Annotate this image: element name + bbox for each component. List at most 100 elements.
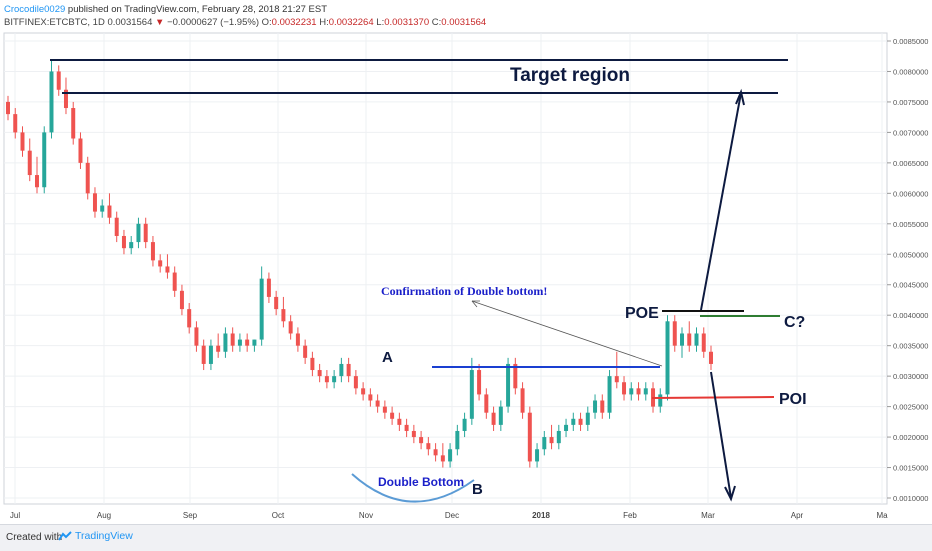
candle-body — [607, 376, 612, 413]
candle-body — [622, 382, 627, 395]
candle-body — [20, 132, 25, 151]
down-arrow-line[interactable] — [710, 371, 732, 499]
candle-body — [361, 388, 366, 395]
x-tick-label: Jul — [10, 511, 20, 520]
x-tick-label: Mar — [701, 511, 715, 520]
double-bottom-arc[interactable] — [351, 473, 475, 503]
candle-body — [252, 339, 257, 346]
candle-body — [665, 321, 670, 395]
y-tick-label: 0.0070000 — [893, 128, 928, 137]
candle-body — [484, 394, 489, 413]
high-value: 0.0032264 — [328, 17, 374, 28]
candle-body — [535, 449, 540, 462]
x-tick-label: Sep — [183, 511, 198, 520]
candle-body — [107, 205, 112, 218]
candle-body — [78, 138, 83, 163]
candle-body — [614, 376, 619, 383]
candle-body — [165, 266, 170, 273]
candle-body — [172, 272, 177, 291]
up-arrow-line[interactable] — [700, 92, 742, 311]
y-tick-label: 0.0020000 — [893, 433, 928, 442]
candle-body — [404, 424, 409, 431]
candle-body — [194, 327, 199, 346]
candle-body — [375, 400, 380, 407]
candle-body — [317, 370, 322, 377]
candle-body — [230, 333, 235, 346]
candle-body — [208, 345, 213, 364]
candle-body — [462, 418, 467, 431]
candle-body — [397, 418, 402, 425]
ohlc-line: BITFINEX:ETCBTC, 1D 0.0031564 ▼ −0.00006… — [4, 16, 486, 29]
x-tick-label: Apr — [791, 511, 804, 520]
author-link[interactable]: Crocodile0029 — [4, 4, 66, 15]
candle-body — [100, 205, 105, 212]
x-tick-label: Aug — [97, 511, 111, 520]
y-tick-label: 0.0075000 — [893, 98, 928, 107]
candle-body — [143, 223, 148, 243]
candle-body — [658, 394, 663, 407]
candle-body — [600, 400, 605, 413]
plot-border — [3, 32, 888, 505]
confirmation-pointer-line[interactable] — [471, 300, 663, 367]
candle-body — [27, 150, 32, 176]
candle-body — [13, 114, 18, 133]
y-tick-label: 0.0030000 — [893, 372, 928, 381]
candle-body — [339, 363, 344, 377]
candle-body — [491, 412, 496, 425]
candle-body — [498, 406, 503, 425]
price-chart[interactable]: 0.0010000 0.0015000 0.0020000 0.0025000 0.00… — [0, 0, 932, 524]
x-tick-label: 2018 — [532, 511, 550, 520]
candle-body — [179, 290, 184, 310]
time-axis[interactable]: Jul Aug Sep Oct Nov Dec 2018 Feb Mar Apr Ma — [10, 511, 888, 520]
candle-body — [564, 424, 569, 431]
candle-body — [513, 363, 518, 389]
poi-line[interactable] — [651, 396, 775, 399]
last-price: 0.0031564 — [107, 17, 153, 28]
candle-body — [527, 412, 532, 462]
candle-body — [556, 430, 561, 444]
up-arrow-head — [735, 88, 745, 106]
candle-body — [353, 376, 358, 389]
candle-body — [49, 71, 54, 133]
candle-body — [593, 400, 598, 413]
candle-body — [85, 162, 90, 194]
poe-label: POE — [625, 305, 659, 322]
candle-body — [701, 333, 706, 352]
x-tick-label: Oct — [272, 511, 285, 520]
candle-body — [448, 449, 453, 462]
price-axis[interactable]: 0.0010000 0.0015000 0.0020000 0.0025000 0.00… — [887, 37, 928, 503]
x-tick-label: Ma — [876, 511, 888, 520]
c-label: C? — [784, 314, 805, 331]
candle-body — [709, 351, 713, 364]
candle-body — [295, 333, 300, 346]
x-tick-label: Nov — [359, 511, 373, 520]
tradingview-brand-link[interactable]: TradingView — [58, 530, 133, 542]
low-value: 0.0031370 — [384, 17, 430, 28]
low-label: L: — [376, 17, 385, 28]
chart-header: Crocodile0029 published on TradingView.c… — [4, 3, 486, 29]
candle-body — [216, 345, 221, 352]
candle-body — [63, 89, 68, 109]
candle-body — [687, 333, 692, 346]
candle-body — [542, 437, 547, 450]
candle-body — [237, 339, 242, 346]
candle-body — [201, 345, 206, 364]
y-tick-label: 0.0040000 — [893, 311, 928, 320]
y-tick-label: 0.0085000 — [893, 37, 928, 46]
change-value: −0.0000627 (−1.95%) — [167, 17, 259, 28]
candle-body — [259, 278, 264, 340]
candle-body — [433, 449, 438, 456]
symbol-label: BITFINEX:ETCBTC, 1D — [4, 17, 105, 28]
open-label: O: — [261, 17, 272, 28]
candle-body — [42, 132, 47, 188]
brand-name: TradingView — [75, 530, 133, 542]
y-tick-label: 0.0060000 — [893, 189, 928, 198]
candle-body — [346, 363, 351, 377]
confirmation-arrow-head — [471, 300, 480, 308]
candle-body — [477, 370, 482, 395]
publish-line: Crocodile0029 published on TradingView.c… — [4, 3, 486, 16]
candle-body — [440, 455, 445, 462]
open-value: 0.0032231 — [271, 17, 317, 28]
candle-body — [136, 223, 141, 243]
candle-body — [411, 430, 416, 438]
